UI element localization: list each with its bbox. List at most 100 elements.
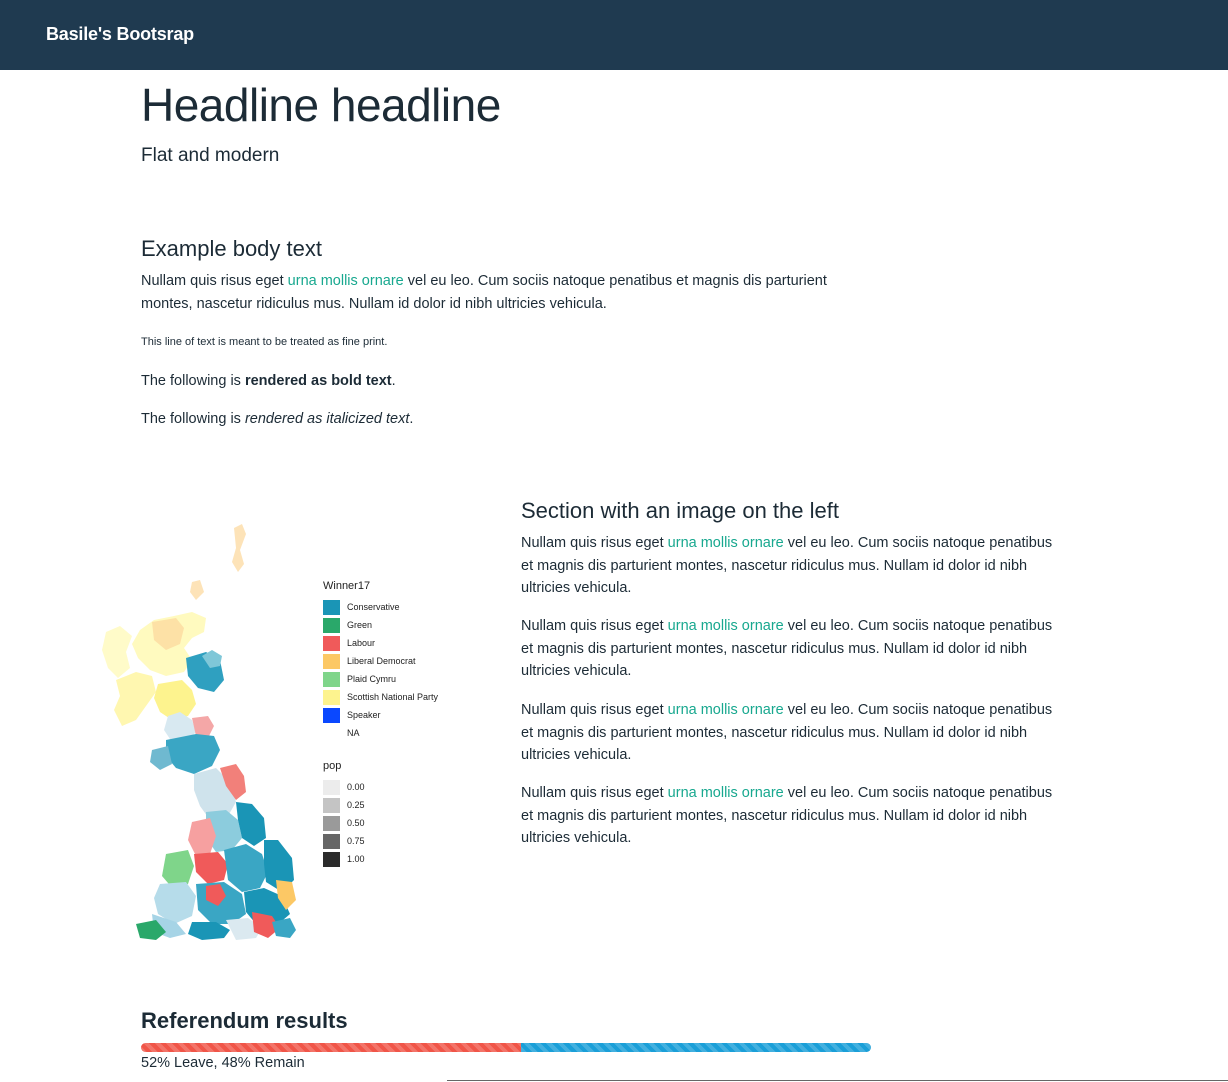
legend-swatch	[323, 653, 340, 669]
pop-legend-item: 0.75	[323, 832, 438, 850]
pop-swatch	[323, 815, 340, 831]
uk-election-map	[96, 520, 476, 940]
paragraph-text: vel eu leo. Cum sociis natoque penatibus	[783, 535, 1053, 551]
body-link[interactable]: urna mollis ornare	[287, 273, 404, 289]
lincolnshire	[264, 840, 294, 892]
referendum-progress-bar	[141, 1043, 871, 1052]
pop-legend-title: pop	[323, 760, 342, 772]
pop-label: 0.25	[347, 800, 365, 810]
image-section-paragraph: Nullam quis risus eget urna mollis ornar…	[521, 782, 1081, 850]
paragraph-text: ultricies vehicula.	[521, 747, 632, 763]
pop-swatch	[323, 851, 340, 867]
paragraph-text: vel eu leo. Cum sociis natoque penatibus	[783, 702, 1053, 718]
bold-text: rendered as bold text	[244, 373, 392, 389]
norfolk-lib-dem	[276, 880, 296, 910]
legend-label: Liberal Democrat	[347, 656, 416, 666]
body-paragraph: Nullam quis risus eget urna mollis ornar…	[141, 270, 861, 315]
legend-swatch	[323, 617, 340, 633]
paragraph-text: et magnis dis parturient montes, nascetu…	[521, 557, 1028, 574]
paragraph-text: et magnis dis parturient montes, nascetu…	[521, 640, 1028, 657]
italic-text: rendered as italicized text	[244, 411, 410, 427]
legend-label: Conservative	[347, 602, 400, 612]
manchester-area	[194, 852, 228, 884]
italic-line: The following is rendered as italicized …	[141, 408, 413, 431]
body-section-heading: Example body text	[141, 236, 322, 261]
pop-legend-item: 0.00	[323, 778, 438, 796]
pop-legend-item: 1.00	[323, 850, 438, 868]
north-wales	[162, 850, 194, 890]
legend-label: Labour	[347, 638, 376, 648]
legend-label: Plaid Cymru	[347, 674, 397, 684]
southern-england	[226, 918, 262, 940]
page-subtitle: Flat and modern	[141, 145, 280, 166]
legend-label: Scottish National Party	[347, 692, 439, 702]
pop-legend-item: 0.25	[323, 796, 438, 814]
leave-bar	[141, 1043, 521, 1052]
legend-item: Scottish National Party	[323, 688, 438, 706]
pop-legend-item: 0.50	[323, 814, 438, 832]
legend-label: Speaker	[347, 710, 381, 720]
legend-swatch	[323, 671, 340, 687]
paragraph-link[interactable]: urna mollis ornare	[667, 702, 784, 718]
legend-swatch	[323, 707, 340, 723]
map-legend: Winner17 Conservative Green Labour Liber…	[323, 580, 438, 868]
western-isles	[102, 626, 132, 678]
legend-item: Liberal Democrat	[323, 652, 438, 670]
paragraph-link[interactable]: urna mollis ornare	[667, 535, 784, 551]
paragraph-text: vel eu leo. Cum sociis natoque penatibus	[783, 618, 1053, 634]
paragraph-text: Nullam quis risus eget	[521, 618, 668, 634]
pop-label: 0.00	[347, 782, 365, 792]
legend-item: Green	[323, 616, 438, 634]
paragraph-text: ultricies vehicula.	[521, 830, 632, 846]
body-text: vel eu leo. Cum sociis natoque penatibus…	[403, 273, 827, 289]
bold-prefix: The following is	[141, 373, 245, 389]
period: .	[409, 411, 414, 427]
pop-swatch	[323, 797, 340, 813]
northeast-england	[220, 764, 246, 800]
bottom-divider	[447, 1080, 1228, 1081]
cornwall	[136, 920, 166, 940]
mid-wales	[154, 882, 196, 924]
referendum-caption: 52% Leave, 48% Remain	[141, 1055, 305, 1071]
kent	[272, 918, 296, 938]
paragraph-link[interactable]: urna mollis ornare	[667, 785, 784, 801]
paragraph-text: Nullam quis risus eget	[521, 535, 668, 551]
east-midlands	[224, 844, 268, 892]
paragraph-text: Nullam quis risus eget	[521, 785, 668, 801]
legend-title: Winner17	[323, 580, 371, 592]
orkney-islands	[190, 580, 204, 600]
legend-item: Conservative	[323, 598, 438, 616]
paragraph-link[interactable]: urna mollis ornare	[667, 618, 784, 634]
legend-swatch	[323, 725, 340, 741]
legend-item: Labour	[323, 634, 438, 652]
pop-label: 0.75	[347, 836, 365, 846]
paragraph-text: vel eu leo. Cum sociis natoque penatibus	[783, 785, 1053, 801]
pop-swatch	[323, 833, 340, 849]
london-area	[252, 912, 280, 938]
legend-label: NA	[347, 728, 360, 738]
yorkshire-east	[236, 802, 266, 846]
pop-label: 1.00	[347, 854, 365, 864]
central-scotland	[154, 680, 196, 720]
image-section-paragraph: Nullam quis risus eget urna mollis ornar…	[521, 615, 1081, 683]
navbar: Basile's Bootsrap	[0, 0, 1228, 70]
navbar-brand[interactable]: Basile's Bootsrap	[46, 24, 194, 44]
image-section-paragraph: Nullam quis risus eget urna mollis ornar…	[521, 532, 1081, 600]
paragraph-text: ultricies vehicula.	[521, 663, 632, 679]
dumfries	[150, 746, 172, 770]
body-text: montes, nascetur ridiculus mus. Nullam i…	[141, 295, 607, 312]
southern-scotland	[166, 734, 220, 774]
birmingham-area	[206, 884, 226, 906]
paragraph-text: ultricies vehicula.	[521, 580, 632, 596]
bold-line: The following is rendered as bold text.	[141, 370, 396, 393]
west-highlands	[114, 672, 156, 726]
shetland-islands	[232, 524, 246, 572]
period: .	[391, 373, 396, 389]
uk-map-graphic	[102, 524, 296, 940]
legend-item: NA	[323, 724, 438, 742]
glasgow-area	[164, 712, 196, 742]
legend-label: Green	[347, 620, 373, 630]
northeast-scotland	[152, 618, 184, 650]
referendum-heading: Referendum results	[141, 1008, 348, 1033]
yorkshire-west	[206, 810, 242, 852]
